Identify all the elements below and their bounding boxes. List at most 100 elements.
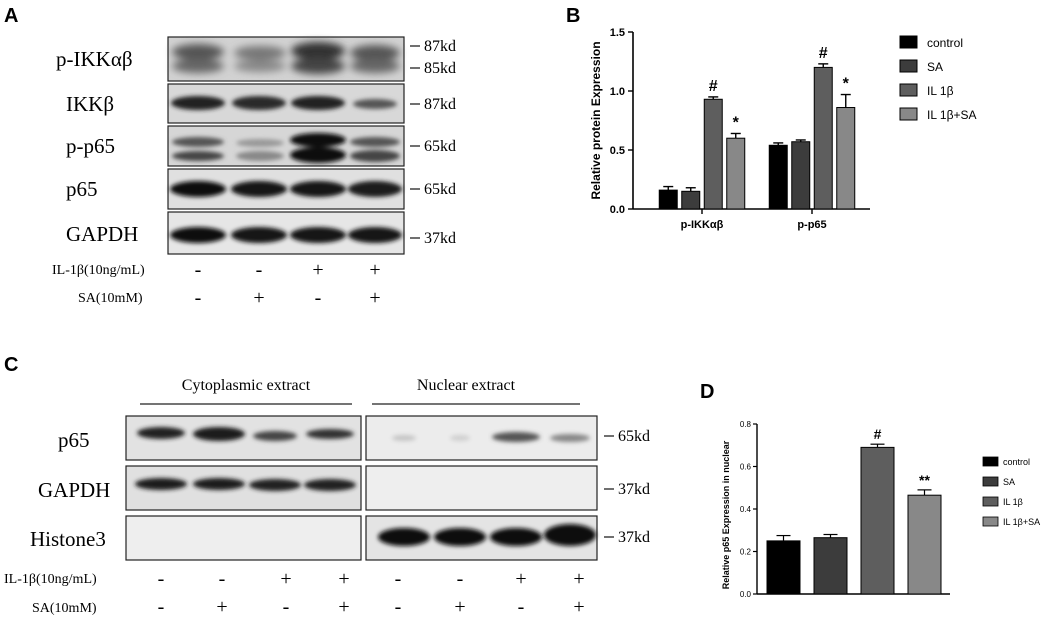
- chart-b: 0.0 0.5 1.0 1.5 Relative protein Expression p…: [589, 27, 977, 231]
- blot-c-sign: +: [338, 568, 349, 590]
- blot-c-marker-ticks: [604, 435, 614, 538]
- chart-d-y-tick-label: 0.6: [740, 463, 752, 472]
- chart-b-bar: [836, 107, 856, 210]
- chart-b-legend-label: IL 1β+SA: [927, 108, 977, 122]
- panel-label-c: C: [4, 354, 18, 376]
- blot-c-marker-histone3: 37kd: [618, 529, 650, 546]
- blot-c-sign: +: [216, 596, 227, 618]
- blot-c-treatment-sa: SA(10mM): [32, 601, 97, 616]
- chart-b-x-tick-label: p-IKKαβ: [681, 219, 724, 231]
- blot-c-sign: -: [158, 596, 165, 618]
- panel-label-d: D: [700, 381, 714, 403]
- blot-c-box-histone-cyto: [125, 515, 362, 561]
- chart-d-bar: [766, 540, 801, 595]
- chart-b-bar: [703, 98, 723, 210]
- chart-b-significance-mark: *: [843, 76, 850, 93]
- blot-c-sign: +: [573, 568, 584, 590]
- chart-d-legend-swatch: [982, 476, 999, 487]
- chart-b-x-tick-label: p-p65: [797, 219, 826, 231]
- blot-a-marker-p-p65: 65kd: [424, 138, 456, 155]
- blot-a-bands-p65: [170, 181, 402, 197]
- blot-a-bands-p-p65: [172, 133, 400, 163]
- blot-a-sign: +: [312, 259, 323, 281]
- chart-b-y-axis-label: Relative protein Expression: [589, 41, 603, 199]
- blot-c-box-gapdh-nuc: [365, 465, 598, 511]
- blot-c-sign: -: [219, 568, 226, 590]
- blot-c-treatment-il1b: IL-1β(10ng/mL): [4, 572, 97, 587]
- chart-d-bar: [813, 537, 848, 595]
- chart-b-bar: [768, 144, 788, 210]
- chart-d-significance-mark: **: [919, 472, 930, 488]
- chart-d-y-axis-label: Relative p65 Expression in nuclear: [721, 440, 731, 589]
- chart-b-y-tick-label: 0.5: [610, 145, 625, 157]
- chart-b-legend-label: control: [927, 36, 963, 50]
- blot-c-label-gapdh: GAPDH: [38, 478, 110, 502]
- chart-d-bar: [907, 494, 942, 595]
- blot-a-treatment-il1b: IL-1β(10ng/mL): [52, 263, 145, 278]
- blot-c-sign: -: [283, 596, 290, 618]
- chart-d-legend-label: IL 1β+SA: [1003, 517, 1040, 527]
- blot-c-marker-p65: 65kd: [618, 428, 650, 445]
- blot-c-sign: -: [518, 596, 525, 618]
- blot-c-section-nuclear: Nuclear extract: [417, 377, 516, 394]
- blot-a-label-gapdh: GAPDH: [66, 222, 138, 246]
- chart-d-bar: [860, 446, 895, 595]
- blot-c: Cytoplasmic extract Nuclear extract: [4, 377, 650, 618]
- blot-c-sign: +: [338, 596, 349, 618]
- chart-b-legend-swatch: [899, 35, 918, 49]
- blot-a-marker-87kd: 87kd: [424, 38, 456, 55]
- blot-c-sign: -: [395, 596, 402, 618]
- chart-d-legend-swatch: [982, 456, 999, 467]
- blot-a-marker-ticks: [410, 45, 420, 239]
- blot-a-treatment-sa: SA(10mM): [78, 291, 143, 306]
- blot-c-sign: -: [457, 568, 464, 590]
- blot-c-sign: +: [280, 568, 291, 590]
- blot-a-sign: +: [253, 287, 264, 309]
- blot-c-sign: -: [395, 568, 402, 590]
- chart-d-legend-label: SA: [1003, 477, 1015, 487]
- chart-d-legend-label: IL 1β: [1003, 497, 1023, 507]
- chart-b-y-tick-label: 0.0: [610, 204, 625, 216]
- blot-a-bands-gapdh: [170, 227, 402, 243]
- blot-a-marker-gapdh: 37kd: [424, 230, 456, 247]
- blot-a-label-p-p65: p-p65: [66, 134, 115, 158]
- blot-c-sign: +: [573, 596, 584, 618]
- chart-b-significance-mark: #: [709, 78, 718, 95]
- blot-c-bands-p65: [137, 427, 590, 442]
- chart-b-y-tick-label: 1.0: [610, 86, 625, 98]
- chart-b-y-tick-label: 1.5: [610, 27, 625, 39]
- chart-d-legend-label: control: [1003, 457, 1030, 467]
- blot-a-marker-ikkb: 87kd: [424, 96, 456, 113]
- chart-b-bar: [658, 189, 678, 210]
- panel-label-b: B: [566, 5, 580, 27]
- chart-b-bar: [791, 141, 811, 210]
- blot-a-label-ikkb: IKKβ: [66, 92, 114, 116]
- chart-d-legend-swatch: [982, 516, 999, 527]
- chart-b-legend-label: SA: [927, 60, 943, 74]
- blot-a-bands-ikkb: [171, 96, 397, 110]
- chart-b-significance-mark: *: [733, 114, 740, 131]
- blot-a-marker-p65: 65kd: [424, 181, 456, 198]
- chart-b-bar: [681, 190, 701, 210]
- chart-d-legend-swatch: [982, 496, 999, 507]
- blot-a-label-p65: p65: [66, 177, 98, 201]
- blot-a-label-p-ikk: p-IKKαβ: [56, 47, 133, 71]
- blot-a-sign: -: [195, 287, 202, 309]
- blot-a-sign: -: [315, 287, 322, 309]
- chart-d-y-tick-label: 0.0: [740, 590, 752, 599]
- chart-b-legend-swatch: [899, 107, 918, 121]
- chart-b-bar: [726, 137, 746, 210]
- blot-c-section-cytoplasmic: Cytoplasmic extract: [182, 377, 311, 394]
- blot-a-sign: -: [195, 259, 202, 281]
- blot-c-marker-gapdh: 37kd: [618, 481, 650, 498]
- chart-b-legend-swatch: [899, 59, 918, 73]
- blot-a-sign: +: [369, 287, 380, 309]
- chart-b-bar: [813, 66, 833, 210]
- blot-c-bands-histone3: [378, 524, 596, 546]
- blot-a-sign: +: [369, 259, 380, 281]
- blot-a-marker-85kd: 85kd: [424, 60, 456, 77]
- panel-label-a: A: [4, 5, 18, 27]
- blot-c-sign: +: [515, 568, 526, 590]
- blot-a-sign: -: [256, 259, 263, 281]
